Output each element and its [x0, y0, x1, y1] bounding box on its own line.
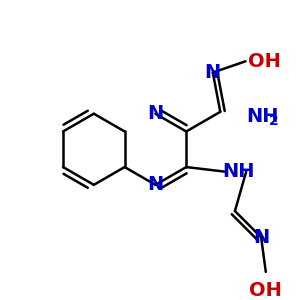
Text: 2: 2: [269, 114, 279, 128]
Text: NH: NH: [222, 162, 255, 181]
Text: OH: OH: [249, 281, 282, 300]
Text: N: N: [205, 63, 221, 82]
Text: N: N: [147, 175, 164, 194]
Text: NH: NH: [247, 107, 279, 126]
Text: N: N: [253, 228, 269, 247]
Text: OH: OH: [248, 52, 281, 71]
Text: N: N: [147, 104, 164, 123]
